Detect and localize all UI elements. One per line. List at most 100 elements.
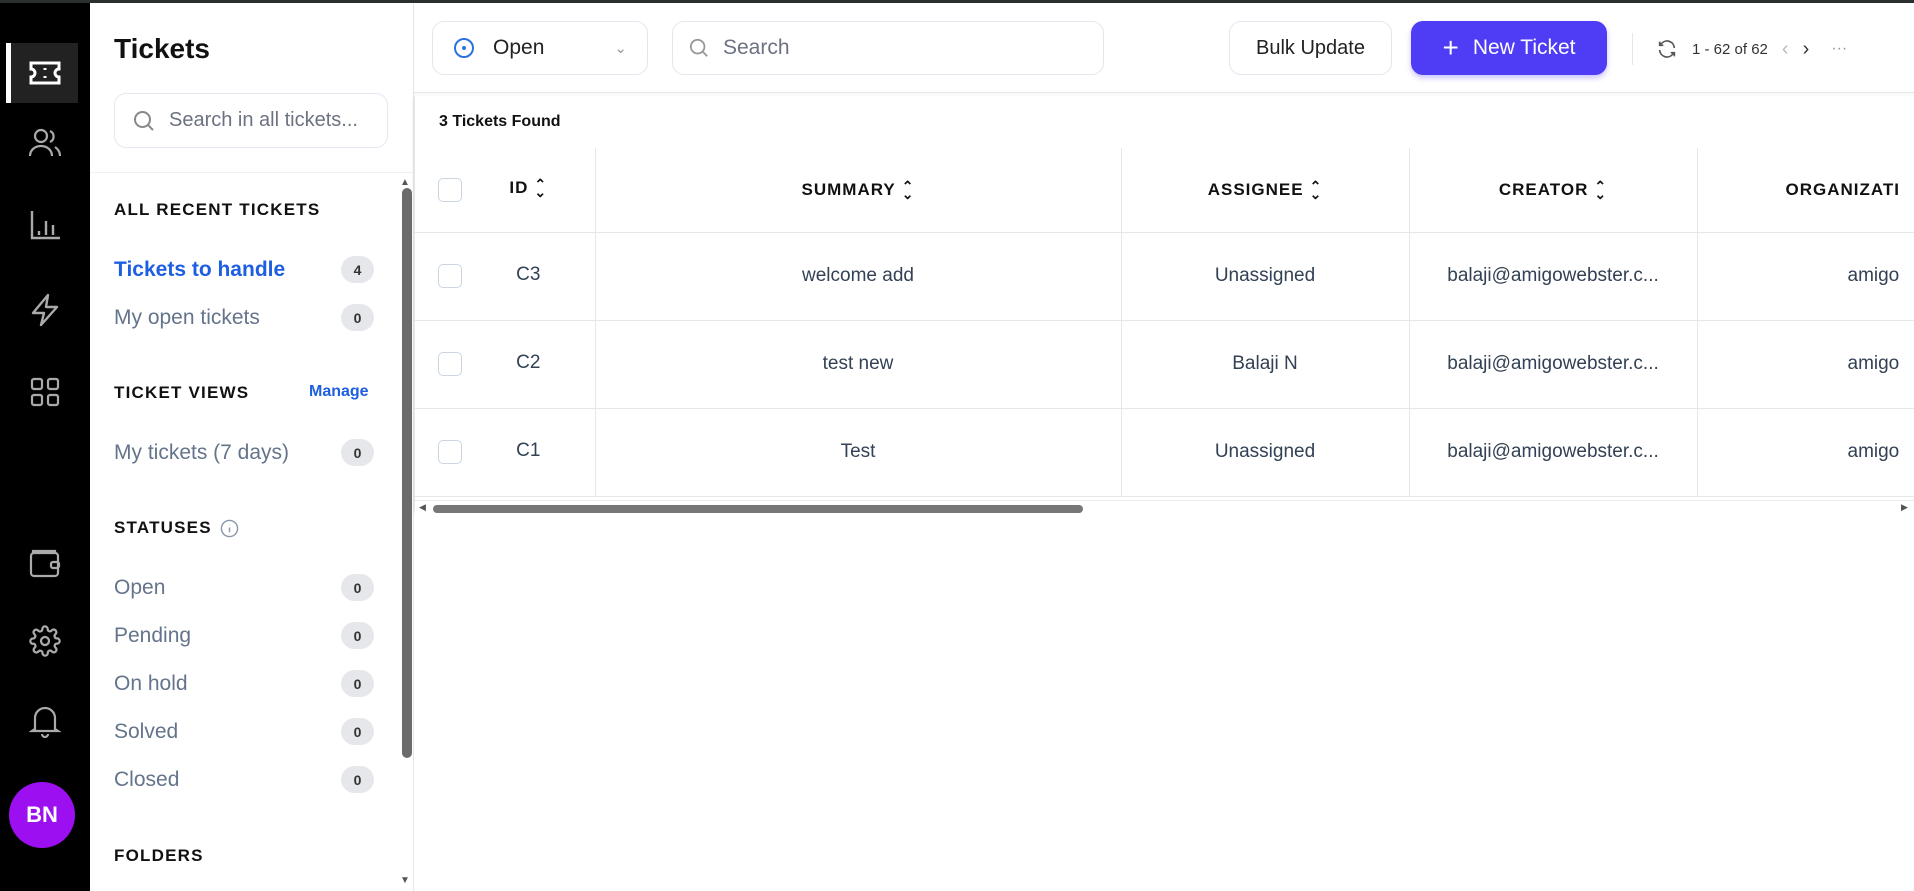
column-label: ID [509, 177, 529, 197]
rail-apps[interactable] [25, 372, 65, 412]
column-organization[interactable]: ORGANIZATI [1697, 148, 1914, 233]
table-header-row: ID ⌃ ⌄ SUMMARY ⌃ ⌄ ASSIGNEE ⌃ ⌄ CREATOR ⌃ ⌄ ORGA… [415, 148, 1914, 233]
sort-icon[interactable]: ⌃ ⌄ [1309, 178, 1323, 203]
table-row[interactable]: C2 test new Balaji N balaji@amigowebster… [415, 320, 1914, 409]
ticket-id[interactable]: C2 [516, 352, 541, 373]
rail-reports[interactable] [25, 205, 65, 245]
item-label: Open [114, 575, 166, 599]
divider [90, 172, 414, 173]
section-statuses: STATUSES [114, 518, 239, 538]
rail-tickets[interactable] [6, 43, 78, 103]
refresh-icon[interactable] [1656, 38, 1678, 60]
sort-icon[interactable]: ⌃ ⌄ [534, 176, 548, 201]
cell-summary[interactable]: Test [595, 408, 1122, 497]
scroll-up-arrow[interactable]: ▲ [400, 177, 410, 188]
sidebar-search-placeholder: Search in all tickets... [169, 109, 358, 131]
lightning-icon [31, 293, 59, 327]
divider [1632, 33, 1633, 65]
select-all-checkbox[interactable] [438, 177, 462, 202]
tickets-table: ID ⌃ ⌄ SUMMARY ⌃ ⌄ ASSIGNEE ⌃ ⌄ CREATOR ⌃ ⌄ ORGA… [415, 148, 1914, 497]
sidebar-item-status-on-hold[interactable]: On hold 0 [114, 670, 374, 697]
sidebar-item-my-open-tickets[interactable]: My open tickets 0 [114, 304, 374, 331]
column-id[interactable]: ID ⌃ ⌄ [415, 148, 596, 233]
item-label: Solved [114, 719, 179, 743]
scroll-left-arrow[interactable]: ◀ [419, 502, 426, 512]
cell-assignee: Unassigned [1121, 232, 1410, 321]
count-badge: 4 [341, 256, 374, 283]
cell-creator: balaji@amigowebster.c... [1409, 320, 1698, 409]
row-checkbox[interactable] [438, 264, 462, 288]
item-label: My tickets (7 days) [114, 440, 290, 464]
row-checkbox[interactable] [438, 352, 462, 376]
count-badge: 0 [341, 718, 374, 745]
info-icon[interactable] [220, 519, 239, 538]
search-icon [134, 110, 154, 131]
more-options-icon[interactable]: ··· [1831, 40, 1848, 57]
cell-id: C1 [415, 408, 596, 497]
column-summary[interactable]: SUMMARY ⌃ ⌄ [595, 148, 1122, 233]
bulk-update-button[interactable]: Bulk Update [1229, 21, 1392, 75]
next-page-icon[interactable]: › [1802, 37, 1810, 60]
table-row[interactable]: C3 welcome add Unassigned balaji@amigowe… [415, 232, 1914, 321]
horizontal-scroll-thumb[interactable] [433, 505, 1083, 513]
prev-page-icon[interactable]: ‹ [1781, 37, 1789, 60]
sidebar-search-input[interactable]: Search in all tickets... [114, 93, 388, 148]
cell-summary[interactable]: test new [595, 320, 1122, 409]
cell-id: C3 [415, 232, 596, 321]
section-ticket-views: TICKET VIEWS [114, 383, 250, 402]
sidebar-scrollbar[interactable] [402, 188, 412, 758]
scroll-down-arrow[interactable]: ▼ [400, 875, 410, 886]
scroll-right-arrow[interactable]: ▶ [1901, 502, 1908, 512]
rail-contacts[interactable] [25, 123, 65, 163]
sort-icon[interactable]: ⌃ ⌄ [1594, 178, 1608, 203]
sidebar-item-my-tickets-7-days[interactable]: My tickets (7 days) 0 [114, 439, 374, 466]
table-row[interactable]: C1 Test Unassigned balaji@amigowebster.c… [415, 408, 1914, 497]
cell-organization: amigo [1697, 408, 1914, 497]
sidebar-item-status-solved[interactable]: Solved 0 [114, 718, 374, 745]
horizontal-scrollbar[interactable]: ◀ ▶ [415, 500, 1914, 516]
gear-icon [29, 625, 61, 657]
column-label: CREATOR [1498, 179, 1589, 199]
search-placeholder: Search [723, 36, 790, 59]
count-badge: 0 [341, 622, 374, 649]
item-label: My open tickets [114, 305, 260, 329]
cell-assignee: Balaji N [1121, 320, 1410, 409]
ticket-id[interactable]: C1 [516, 440, 541, 461]
section-label: STATUSES [114, 518, 212, 537]
sidebar-title: Tickets [114, 33, 210, 64]
status-filter-select[interactable]: Open ⌄ [432, 21, 648, 75]
column-label: ASSIGNEE [1207, 179, 1304, 199]
column-creator[interactable]: CREATOR ⌃ ⌄ [1409, 148, 1698, 233]
item-label: Pending [114, 623, 192, 647]
bell-icon [29, 706, 61, 738]
main-content: Open ⌄ Search Bulk Update + New Ticket 1 … [414, 3, 1914, 891]
sidebar-item-status-closed[interactable]: Closed 0 [114, 766, 374, 793]
rail-settings[interactable] [25, 621, 65, 661]
column-assignee[interactable]: ASSIGNEE ⌃ ⌄ [1121, 148, 1410, 233]
rail-notifications[interactable] [25, 701, 65, 741]
sort-icon[interactable]: ⌃ ⌄ [901, 178, 915, 203]
count-badge: 0 [341, 766, 374, 793]
search-input[interactable]: Search [672, 21, 1104, 75]
cell-organization: amigo [1697, 232, 1914, 321]
sidebar-item-status-pending[interactable]: Pending 0 [114, 622, 374, 649]
item-label: On hold [114, 671, 188, 695]
section-folders: FOLDERS [114, 846, 204, 865]
user-avatar[interactable]: BN [9, 782, 75, 848]
users-icon [28, 128, 62, 157]
rail-billing[interactable] [25, 543, 65, 583]
ticket-id[interactable]: C3 [516, 264, 541, 285]
cell-assignee: Unassigned [1121, 408, 1410, 497]
sidebar-item-tickets-to-handle[interactable]: Tickets to handle 4 [114, 256, 374, 283]
sidebar-item-status-open[interactable]: Open 0 [114, 574, 374, 601]
row-checkbox[interactable] [438, 440, 462, 464]
tickets-table-panel: 3 Tickets Found ID ⌃ ⌄ SUMMARY ⌃ ⌄ ASSIGNEE ⌃… [414, 96, 1914, 516]
wallet-icon [29, 549, 61, 578]
plus-icon: + [1442, 32, 1459, 63]
manage-views-link[interactable]: Manage [309, 383, 369, 400]
cell-summary[interactable]: welcome add [595, 232, 1122, 321]
new-ticket-button[interactable]: + New Ticket [1411, 21, 1607, 75]
section-all-recent: ALL RECENT TICKETS [114, 200, 321, 219]
rail-automations[interactable] [25, 290, 65, 330]
ticket-sidebar: Tickets Search in all tickets... ALL REC… [90, 3, 414, 891]
